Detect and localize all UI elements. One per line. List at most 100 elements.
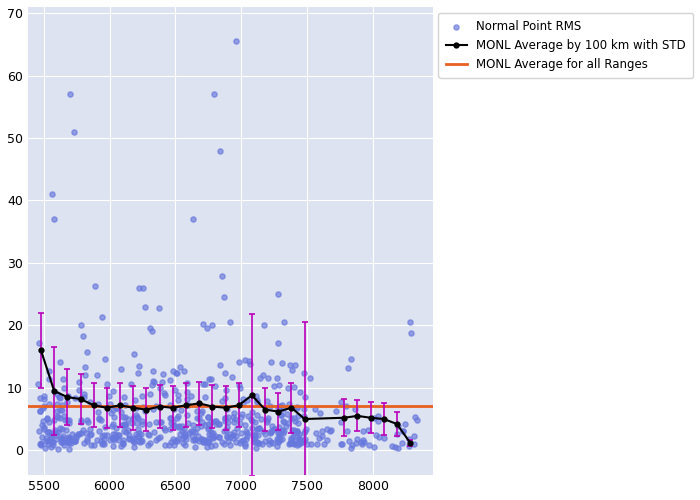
- Normal Point RMS: [155, 418, 167, 426]
- Normal Point RMS: [239, 440, 251, 448]
- Normal Point RMS: [358, 426, 369, 434]
- Normal Point RMS: [276, 401, 288, 409]
- Normal Point RMS: [325, 426, 336, 434]
- Normal Point RMS: [48, 215, 60, 223]
- Normal Point RMS: [195, 409, 206, 417]
- Normal Point RMS: [379, 434, 390, 442]
- Normal Point RMS: [167, 418, 178, 426]
- Normal Point RMS: [275, 412, 286, 420]
- Normal Point RMS: [273, 290, 284, 298]
- Normal Point RMS: [250, 392, 261, 400]
- MONL Average by 100 km with STD: [248, 392, 256, 398]
- MONL Average by 100 km with STD: [142, 406, 150, 412]
- Normal Point RMS: [62, 398, 73, 406]
- Normal Point RMS: [267, 440, 278, 448]
- Normal Point RMS: [230, 438, 241, 446]
- Normal Point RMS: [83, 418, 94, 426]
- Normal Point RMS: [293, 434, 304, 442]
- Normal Point RMS: [304, 374, 316, 382]
- Normal Point RMS: [130, 396, 141, 404]
- Normal Point RMS: [148, 378, 160, 386]
- Normal Point RMS: [272, 338, 284, 346]
- Normal Point RMS: [132, 419, 143, 427]
- Normal Point RMS: [190, 428, 201, 436]
- Normal Point RMS: [207, 434, 218, 442]
- Normal Point RMS: [57, 434, 68, 442]
- Normal Point RMS: [47, 438, 58, 446]
- Normal Point RMS: [145, 440, 156, 448]
- Normal Point RMS: [38, 396, 50, 404]
- Normal Point RMS: [206, 428, 217, 436]
- Normal Point RMS: [172, 414, 183, 422]
- Normal Point RMS: [34, 339, 45, 347]
- Normal Point RMS: [126, 420, 137, 428]
- Normal Point RMS: [147, 405, 158, 413]
- Normal Point RMS: [167, 435, 178, 443]
- Normal Point RMS: [222, 432, 233, 440]
- Normal Point RMS: [260, 430, 271, 438]
- Normal Point RMS: [286, 434, 297, 442]
- Normal Point RMS: [118, 428, 129, 436]
- Normal Point RMS: [69, 128, 80, 136]
- Normal Point RMS: [291, 428, 302, 436]
- Normal Point RMS: [230, 38, 241, 46]
- Normal Point RMS: [197, 320, 209, 328]
- Normal Point RMS: [34, 440, 46, 448]
- Normal Point RMS: [90, 282, 101, 290]
- Normal Point RMS: [195, 422, 206, 430]
- Normal Point RMS: [216, 272, 228, 280]
- Normal Point RMS: [97, 432, 108, 440]
- Normal Point RMS: [165, 438, 176, 446]
- Normal Point RMS: [43, 418, 55, 426]
- Normal Point RMS: [105, 400, 116, 408]
- Normal Point RMS: [240, 428, 251, 436]
- Normal Point RMS: [118, 392, 130, 400]
- Normal Point RMS: [233, 358, 244, 366]
- Normal Point RMS: [164, 441, 175, 449]
- Normal Point RMS: [81, 437, 92, 445]
- Normal Point RMS: [251, 396, 262, 404]
- Normal Point RMS: [281, 422, 292, 430]
- Normal Point RMS: [178, 440, 189, 448]
- Normal Point RMS: [246, 424, 258, 432]
- Normal Point RMS: [199, 438, 210, 446]
- Normal Point RMS: [279, 418, 290, 426]
- Normal Point RMS: [61, 426, 72, 434]
- Normal Point RMS: [92, 400, 103, 408]
- Normal Point RMS: [277, 429, 288, 437]
- Normal Point RMS: [60, 416, 71, 424]
- Normal Point RMS: [248, 434, 260, 442]
- Normal Point RMS: [106, 434, 118, 442]
- Normal Point RMS: [150, 402, 161, 410]
- Normal Point RMS: [158, 424, 169, 432]
- Normal Point RMS: [351, 435, 363, 443]
- Normal Point RMS: [54, 424, 65, 432]
- Normal Point RMS: [43, 367, 55, 375]
- Normal Point RMS: [85, 441, 97, 449]
- Normal Point RMS: [59, 412, 70, 420]
- Normal Point RMS: [255, 374, 266, 382]
- Normal Point RMS: [298, 412, 309, 420]
- Normal Point RMS: [41, 434, 52, 442]
- Normal Point RMS: [409, 432, 420, 440]
- Normal Point RMS: [46, 442, 57, 450]
- Normal Point RMS: [127, 434, 139, 442]
- Normal Point RMS: [272, 438, 284, 446]
- Normal Point RMS: [221, 406, 232, 413]
- Normal Point RMS: [293, 412, 304, 420]
- Normal Point RMS: [295, 437, 306, 445]
- Normal Point RMS: [176, 427, 188, 435]
- Normal Point RMS: [228, 414, 239, 422]
- Normal Point RMS: [208, 90, 219, 98]
- Normal Point RMS: [153, 304, 164, 312]
- Normal Point RMS: [289, 417, 300, 425]
- Normal Point RMS: [293, 434, 304, 442]
- Normal Point RMS: [269, 426, 280, 434]
- Normal Point RMS: [386, 442, 398, 450]
- Normal Point RMS: [179, 426, 190, 434]
- Normal Point RMS: [202, 443, 213, 451]
- Normal Point RMS: [69, 436, 80, 444]
- Normal Point RMS: [251, 398, 262, 406]
- Normal Point RMS: [121, 420, 132, 428]
- Normal Point RMS: [69, 436, 80, 444]
